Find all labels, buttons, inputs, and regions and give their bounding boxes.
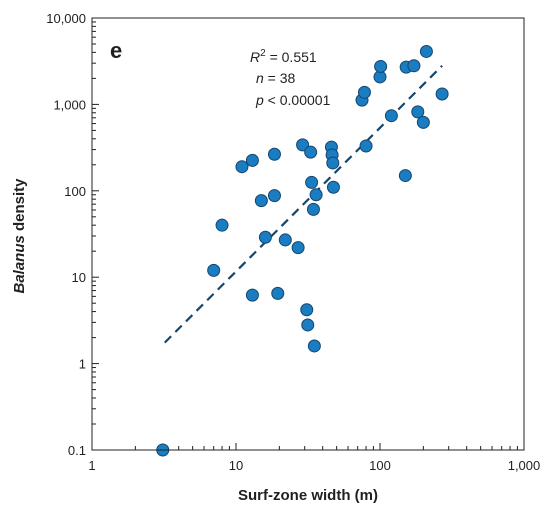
data-point: [245, 288, 259, 302]
data-point: [398, 169, 412, 183]
data-point: [357, 85, 371, 99]
y-tick-label: 1,000: [53, 97, 86, 112]
data-point: [271, 286, 285, 300]
y-tick-label: 1: [79, 357, 86, 372]
data-point: [258, 230, 272, 244]
data-point: [309, 188, 323, 202]
p-value: < 0.00001: [264, 92, 331, 108]
x-axis-title: Surf-zone width (m): [238, 487, 378, 504]
x-tick-label: 100: [369, 458, 391, 473]
data-point: [267, 189, 281, 203]
data-point: [235, 160, 249, 174]
data-point: [278, 233, 292, 247]
r2-value: = 0.551: [266, 49, 317, 65]
y-axis-title-italic: Balanus: [11, 235, 28, 293]
stat-n: n = 38: [256, 70, 296, 86]
y-axis-title-rest: density: [11, 178, 28, 235]
data-point: [411, 105, 425, 119]
regression-trendline: [163, 64, 443, 344]
data-point: [416, 115, 430, 129]
data-point: [307, 339, 321, 353]
data-point: [419, 44, 433, 58]
plot-frame: [91, 17, 525, 451]
n-symbol: n: [256, 70, 264, 86]
y-tick-label: 10,000: [46, 11, 86, 26]
data-point: [296, 138, 310, 152]
n-value: = 38: [264, 70, 296, 86]
x-tick-label: 10: [229, 458, 243, 473]
data-point: [384, 109, 398, 123]
y-axis-title: Balanus density: [11, 178, 28, 294]
x-tick-label: 1: [88, 458, 95, 473]
stat-r-squared: R2 = 0.551: [250, 48, 317, 65]
data-point: [435, 87, 449, 101]
y-tick-label: 10: [72, 270, 86, 285]
data-point: [301, 318, 315, 332]
r2-symbol: R: [250, 49, 260, 65]
points-layer: [156, 44, 449, 457]
data-point: [304, 145, 318, 159]
data-point: [215, 218, 229, 232]
data-point: [306, 202, 320, 216]
y-tick-label: 100: [64, 184, 86, 199]
data-point: [291, 241, 305, 255]
data-point: [359, 139, 373, 153]
data-point: [254, 194, 268, 208]
trendline-layer: [163, 64, 443, 344]
p-symbol: p: [255, 92, 264, 108]
data-point: [245, 153, 259, 167]
data-point: [267, 147, 281, 161]
y-tick-label: 0.1: [68, 443, 86, 458]
data-point: [305, 175, 319, 189]
data-point: [374, 59, 388, 73]
data-point: [207, 263, 221, 277]
r2-superscript: 2: [260, 48, 266, 59]
data-point: [326, 156, 340, 170]
panel-label: e: [110, 38, 122, 63]
data-point: [407, 59, 421, 73]
x-tick-label: 1,000: [508, 458, 541, 473]
data-point: [300, 303, 314, 317]
stat-p: p < 0.00001: [255, 92, 331, 108]
data-point: [326, 180, 340, 194]
